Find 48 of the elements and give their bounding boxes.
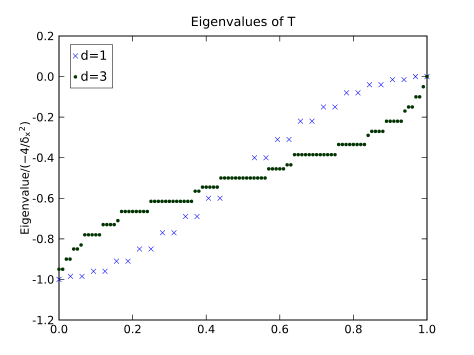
point: [412, 74, 418, 80]
point: [274, 136, 280, 142]
point: [309, 118, 315, 124]
point: [332, 104, 338, 110]
y-tick-label: -0.6: [32, 194, 54, 203]
point: [320, 104, 326, 110]
x-tick-label: 0.8: [345, 324, 362, 334]
point: [102, 268, 108, 274]
point: [125, 258, 131, 264]
point: [401, 76, 407, 82]
y-tick-label: -0.4: [32, 153, 54, 162]
x-tick-label: 1.0: [419, 324, 436, 334]
y-tick-label: -0.2: [32, 112, 54, 122]
point: [378, 82, 384, 88]
point: [252, 154, 258, 160]
point: [286, 136, 292, 142]
y-tick-label: -0.8: [32, 234, 54, 244]
point: [366, 82, 372, 88]
y-tick-label: 0.2: [37, 32, 54, 40]
point: [79, 274, 85, 280]
point: [68, 274, 74, 280]
point: [136, 246, 142, 252]
x-tick-label: 0.6: [272, 324, 288, 334]
point: [148, 246, 154, 252]
y-tick-label: 0.0: [37, 72, 54, 81]
point: [182, 214, 188, 220]
y-axis-title: Eigenvalue/(−4/δ$_{x}$$^{2}$): [19, 122, 32, 234]
y-tick-label: -1.0: [32, 275, 54, 284]
x-tick-label: 0.2: [124, 324, 140, 334]
chart-title: Eigenvalues of T: [192, 16, 296, 29]
point: [344, 90, 350, 96]
point: [194, 214, 200, 220]
point: [390, 76, 396, 82]
point: [263, 154, 269, 160]
y-tick-label: -1.2: [32, 316, 54, 324]
point: [206, 196, 212, 202]
point: [171, 230, 177, 236]
x-tick-label: 0.0: [50, 324, 68, 334]
legend-label: d=1: [81, 50, 106, 60]
point: [160, 230, 166, 236]
point: [217, 196, 223, 202]
x-tick-label: 0.4: [198, 324, 215, 334]
point: [114, 258, 120, 264]
point: [90, 268, 96, 274]
point: [355, 90, 361, 96]
point: [56, 276, 62, 282]
point: [298, 118, 304, 124]
legend-label: d=3: [81, 71, 106, 81]
